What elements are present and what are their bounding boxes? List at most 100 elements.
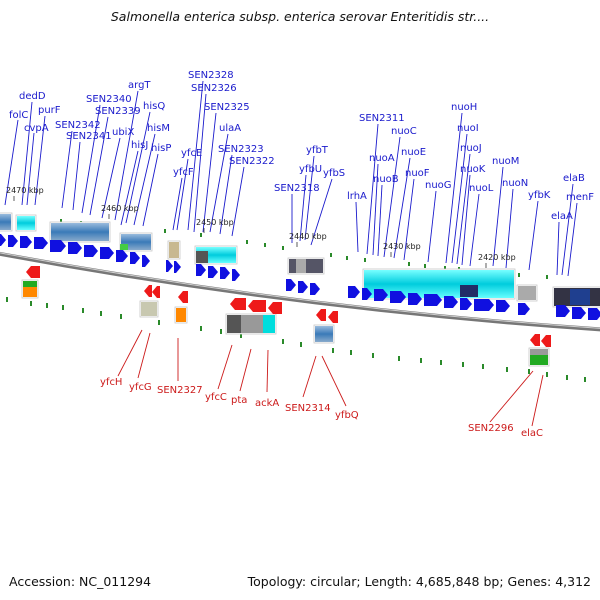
gene-label-ubix: ubiX bbox=[112, 127, 134, 138]
feature-dot bbox=[200, 326, 202, 331]
feature-dot bbox=[46, 303, 48, 308]
feature-dot bbox=[408, 262, 410, 266]
forward-gene-arrow bbox=[196, 264, 206, 276]
leader-sen2323 bbox=[219, 154, 233, 235]
band-dedd bbox=[0, 214, 11, 230]
band-hisq-green bbox=[120, 244, 128, 250]
band-sen2296-grey bbox=[530, 349, 548, 355]
band-sen2326-dark bbox=[196, 251, 208, 263]
band-yfbt-grey bbox=[296, 259, 306, 273]
forward-gene-arrow bbox=[424, 294, 442, 306]
leader-cvpa bbox=[26, 132, 35, 206]
gene-label-sen2339: SEN2339 bbox=[95, 106, 141, 117]
forward-gene-arrow bbox=[310, 283, 320, 295]
feature-dot bbox=[220, 329, 222, 334]
leader-yfbt bbox=[304, 155, 315, 241]
feature-dot bbox=[200, 233, 202, 237]
feature-dot bbox=[282, 339, 284, 344]
leader-nuol bbox=[469, 193, 480, 267]
gene-label-dedd: dedD bbox=[19, 91, 46, 102]
leader-sen2342 bbox=[61, 130, 73, 209]
gene-label-nuon: nuoN bbox=[502, 178, 528, 189]
leader-sen2296 bbox=[489, 370, 534, 423]
feature-dot bbox=[332, 348, 334, 353]
feature-bands bbox=[0, 212, 600, 367]
tick-label-2470-kbp: 2470 kbp bbox=[6, 186, 44, 195]
gene-label-acka: ackA bbox=[255, 398, 279, 409]
feature-dot bbox=[584, 377, 586, 382]
feature-dot bbox=[346, 256, 348, 260]
leader-nuoh bbox=[445, 112, 463, 264]
feature-dot bbox=[506, 367, 508, 372]
band-sen2327 bbox=[176, 308, 186, 322]
forward-gene-arrow bbox=[166, 260, 173, 272]
forward-gene-arrow bbox=[474, 299, 494, 311]
forward-gene-arrow bbox=[20, 236, 32, 248]
gene-label-nuob: nuoB bbox=[373, 174, 399, 185]
forward-gene-arrow bbox=[0, 234, 6, 246]
reverse-gene-arrow bbox=[328, 311, 338, 323]
band-nuo bbox=[364, 270, 514, 298]
feature-dot bbox=[398, 356, 400, 361]
accession-text: Accession: NC_011294 bbox=[9, 574, 152, 589]
gene-label-hisq: hisQ bbox=[143, 101, 165, 112]
gene-label-yfbk: yfbK bbox=[528, 190, 551, 201]
reverse-genes bbox=[26, 266, 551, 347]
leader-elab bbox=[561, 183, 574, 276]
feature-dots bbox=[6, 219, 586, 382]
tick-label-2450-kbp: 2450 kbp bbox=[196, 218, 234, 227]
leader-nuom bbox=[492, 166, 504, 267]
gene-label-sen2327: SEN2327 bbox=[157, 385, 203, 396]
gene-label-sen2322: SEN2322 bbox=[229, 156, 275, 167]
genome-backbone bbox=[0, 251, 600, 332]
gene-label-nuoj: nuoJ bbox=[460, 143, 482, 154]
leader-nuob bbox=[377, 184, 383, 257]
leader-nuok bbox=[461, 174, 471, 266]
leader-yfcg bbox=[137, 332, 151, 379]
gene-label-nuoa: nuoA bbox=[369, 153, 395, 164]
gene-label-sen2296: SEN2296 bbox=[468, 423, 514, 434]
leader-nuog bbox=[427, 190, 437, 263]
feature-dot bbox=[350, 350, 352, 355]
forward-gene-arrow bbox=[286, 279, 296, 291]
feature-dot bbox=[62, 305, 64, 310]
band-hisq bbox=[121, 234, 151, 250]
forward-gene-arrow bbox=[408, 293, 422, 305]
leader-sen2325 bbox=[202, 112, 217, 233]
leader-nuoc bbox=[383, 136, 401, 258]
feature-dot bbox=[546, 372, 548, 377]
gene-label-sen2341: SEN2341 bbox=[66, 131, 112, 142]
reverse-gene-arrow bbox=[541, 335, 551, 347]
feature-dot bbox=[264, 243, 266, 247]
band-elab-blue bbox=[570, 289, 590, 305]
reverse-gene-arrow bbox=[248, 300, 266, 312]
forward-gene-arrow bbox=[588, 308, 600, 320]
reverse-gene-arrow bbox=[152, 286, 160, 298]
gene-label-sen2326: SEN2326 bbox=[191, 83, 237, 94]
leader-ulaa bbox=[209, 133, 229, 233]
gene-label-lrha: lrhA bbox=[347, 191, 367, 202]
leader-pta bbox=[239, 348, 252, 392]
leader-lrha bbox=[355, 201, 359, 253]
leader-ubix bbox=[101, 137, 121, 219]
feature-dot bbox=[100, 311, 102, 316]
forward-gene-arrow bbox=[34, 237, 48, 249]
band-acka-cyan bbox=[263, 315, 275, 333]
gene-label-folc: folC bbox=[9, 110, 28, 121]
feature-dot bbox=[546, 275, 548, 279]
feature-dot bbox=[482, 364, 484, 369]
tick-label-2420-kbp: 2420 kbp bbox=[478, 253, 516, 262]
leader-acka bbox=[266, 349, 269, 393]
gene-label-yfce: yfcE bbox=[181, 148, 202, 159]
leader-yfbu bbox=[299, 174, 307, 242]
feature-dot bbox=[60, 219, 62, 223]
leader-sen2311 bbox=[366, 123, 379, 255]
leader-nuof bbox=[403, 178, 415, 261]
gene-label-sen2311: SEN2311 bbox=[359, 113, 405, 124]
reverse-label-leaders bbox=[117, 329, 544, 427]
forward-gene-arrow bbox=[208, 266, 218, 278]
feature-dot bbox=[164, 229, 166, 233]
forward-gene-arrow bbox=[374, 289, 388, 301]
